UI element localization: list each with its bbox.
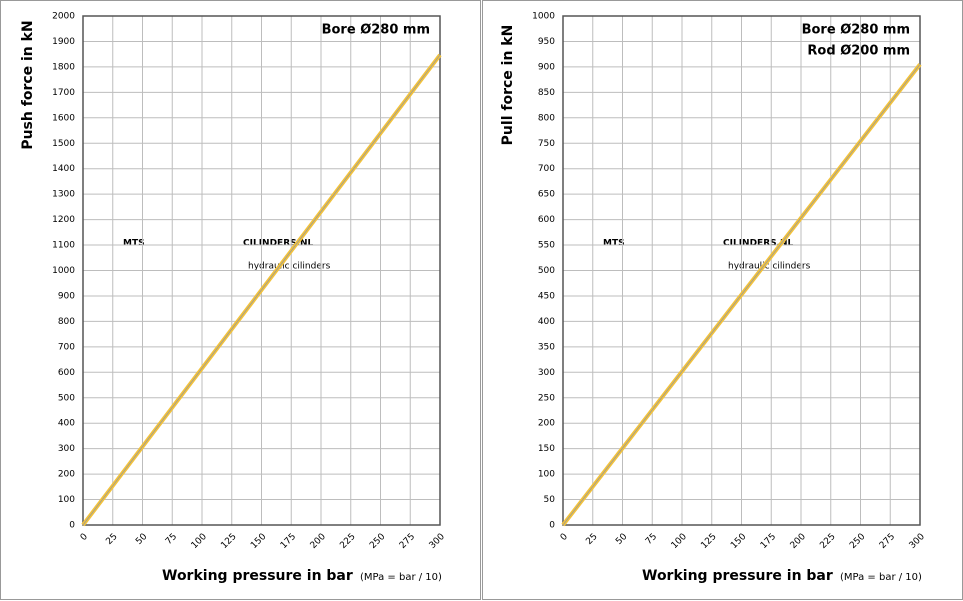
y-tick-label: 800 — [538, 113, 555, 123]
watermark: CILINDERS.NL — [243, 239, 314, 249]
y-tick-label: 400 — [58, 419, 75, 429]
y-tick-label: 900 — [538, 62, 555, 72]
watermark: hydraulic cilinders — [248, 262, 331, 272]
x-tick-label: 0 — [79, 532, 90, 543]
y-axis-label: Pull force in kN — [500, 25, 516, 146]
y-tick-label: 700 — [58, 342, 75, 352]
y-tick-label: 50 — [544, 495, 556, 505]
y-tick-label: 950 — [538, 37, 555, 47]
y-tick-label: 1200 — [52, 215, 75, 225]
y-tick-label: 1000 — [532, 12, 555, 22]
watermark: MTS — [603, 239, 625, 249]
y-tick-label: 100 — [538, 470, 555, 480]
plot-frame — [82, 15, 441, 526]
watermark: hydraulic cilinders — [728, 262, 811, 272]
y-tick-label: 1500 — [52, 139, 75, 149]
annotation: Bore Ø280 mm — [322, 23, 430, 38]
y-tick-label: 750 — [538, 139, 555, 149]
watermark: MTS — [123, 239, 145, 249]
y-tick-label: 1300 — [52, 190, 75, 200]
y-axis-label: Push force in kN — [20, 20, 36, 149]
x-axis-label: Working pressure in bar — [162, 568, 353, 584]
y-tick-label: 200 — [538, 419, 555, 429]
y-tick-label: 1100 — [52, 241, 75, 251]
y-tick-label: 650 — [538, 190, 555, 200]
y-tick-label: 350 — [538, 342, 555, 352]
data-line-core — [562, 64, 921, 526]
y-tick-label: 400 — [538, 317, 555, 327]
y-tick-label: 600 — [58, 368, 75, 378]
y-tick-label: 250 — [538, 393, 555, 403]
y-tick-label: 900 — [58, 291, 75, 301]
x-axis-note: (MPa = bar / 10) — [840, 572, 922, 583]
y-tick-label: 500 — [538, 266, 555, 276]
y-tick-label: 0 — [69, 521, 75, 531]
annotation: Bore Ø280 mm — [802, 23, 910, 38]
watermark: CILINDERS.NL — [723, 239, 794, 249]
y-tick-label: 850 — [538, 88, 555, 98]
y-tick-label: 2000 — [52, 12, 75, 22]
data-line-core — [82, 54, 441, 526]
y-tick-label: 450 — [538, 291, 555, 301]
y-tick-label: 1700 — [52, 88, 75, 98]
y-tick-label: 300 — [58, 444, 75, 454]
y-tick-label: 1000 — [52, 266, 75, 276]
y-tick-label: 1600 — [52, 113, 75, 123]
y-tick-label: 700 — [538, 164, 555, 174]
x-axis-label: Working pressure in bar — [642, 568, 833, 584]
y-tick-label: 500 — [58, 393, 75, 403]
y-tick-label: 600 — [538, 215, 555, 225]
y-tick-label: 200 — [58, 470, 75, 480]
x-axis-note: (MPa = bar / 10) — [360, 572, 442, 583]
y-tick-label: 150 — [538, 444, 555, 454]
plot-frame — [562, 15, 921, 526]
y-tick-label: 1400 — [52, 164, 75, 174]
y-tick-label: 300 — [538, 368, 555, 378]
y-tick-label: 550 — [538, 241, 555, 251]
y-tick-label: 1900 — [52, 37, 75, 47]
y-tick-label: 0 — [549, 521, 555, 531]
y-tick-label: 1800 — [52, 62, 75, 72]
y-tick-label: 800 — [58, 317, 75, 327]
x-tick-label: 0 — [559, 532, 570, 543]
y-tick-label: 100 — [58, 495, 75, 505]
annotation: Rod Ø200 mm — [807, 44, 910, 59]
